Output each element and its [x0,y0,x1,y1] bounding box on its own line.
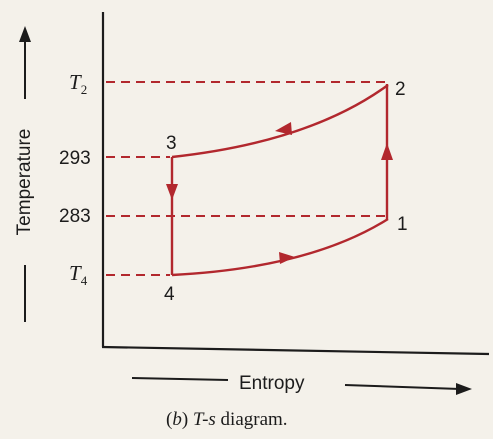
process-4-1 [171,217,389,277]
y-axis-arrow-icon [19,26,31,42]
point-label-4: 4 [164,284,175,305]
y-label-t2: T2 [69,70,87,97]
point-label-3: 3 [166,133,177,154]
cycle-processes [166,84,393,277]
y-label-293: 293 [59,148,91,169]
x-title-line-right [344,384,461,390]
dashed-guides [106,81,386,276]
x-axis-arrow-icon [456,383,472,395]
y-axis-title-group: Temperature [14,26,35,322]
y-label-t4: T4 [69,261,88,288]
arrow-1-2-icon [381,143,393,160]
point-label-2: 2 [395,79,406,100]
x-axis-title: Entropy [239,373,305,394]
diagram-caption: (b) T-s diagram. [166,409,288,430]
y-axis-title: Temperature [14,129,35,236]
x-title-line-left [131,377,229,381]
arrow-3-4-icon [166,184,178,200]
y-label-283: 283 [59,206,91,227]
x-axis-line [101,345,490,356]
x-axis-title-group: Entropy [131,373,472,395]
process-2-3 [171,84,389,159]
point-label-1: 1 [397,214,408,235]
arrow-2-3-icon [275,122,292,135]
arrow-4-1-icon [279,252,295,264]
